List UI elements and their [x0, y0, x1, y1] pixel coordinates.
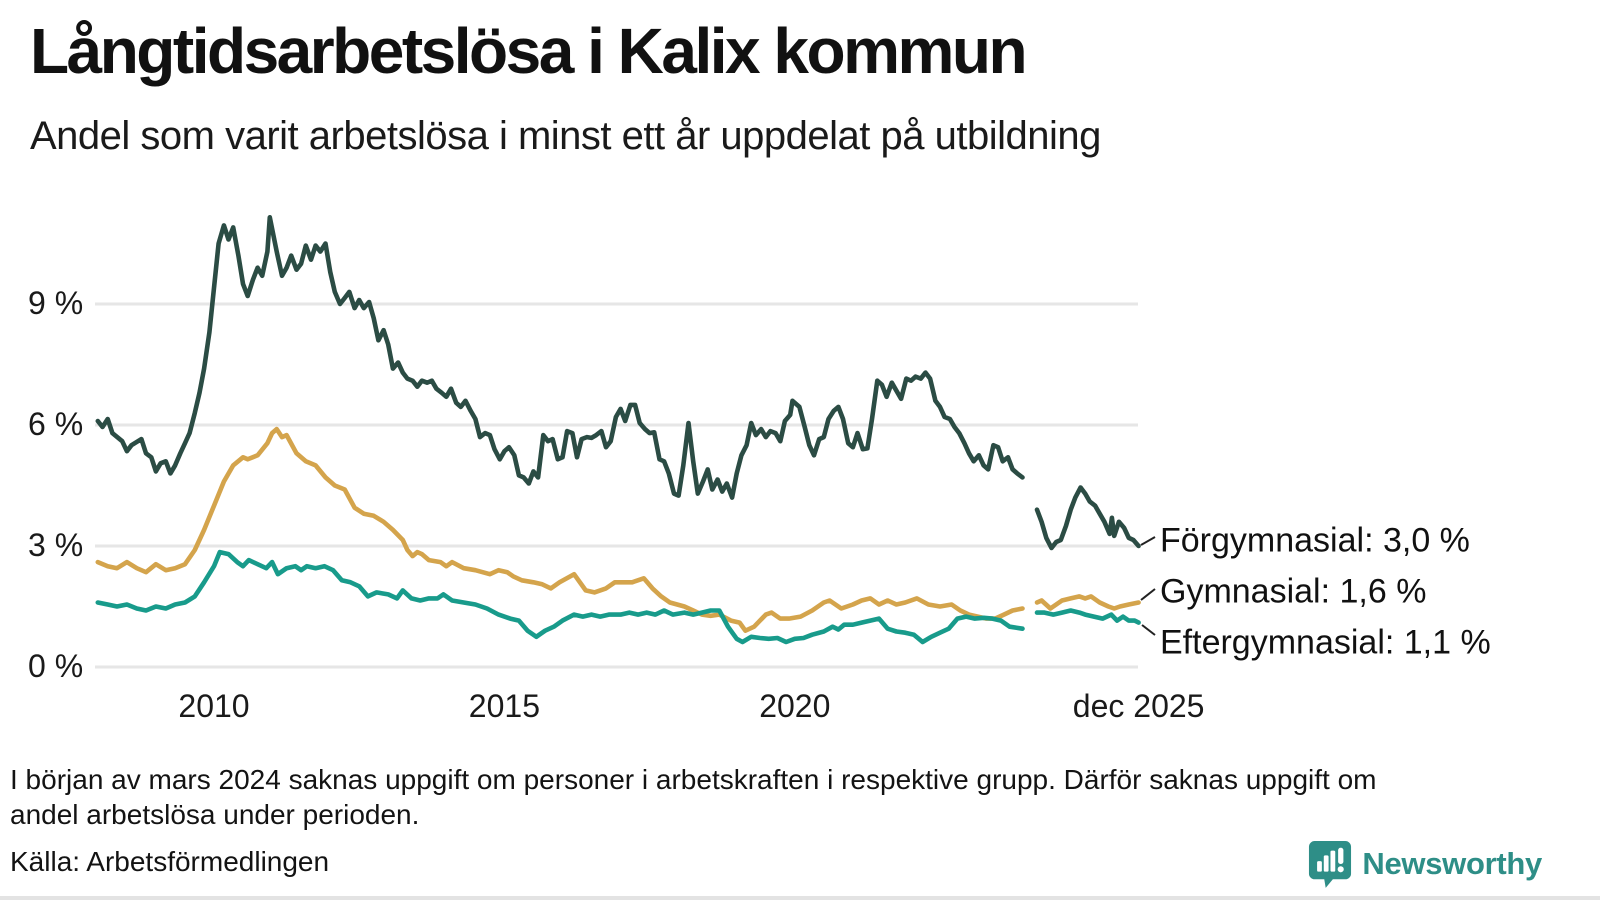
line-gymnasial	[1034, 594, 1141, 611]
footnote-line1: I början av mars 2024 saknas uppgift om …	[10, 764, 1377, 795]
page-title: Långtidsarbetslösa i Kalix kommun	[30, 15, 1028, 87]
source-credit: Källa: Arbetsförmedlingen	[10, 846, 330, 877]
line-eftergymnasial	[1034, 608, 1141, 625]
y-axis-label: 0 %	[28, 647, 84, 684]
chart-plot	[95, 215, 1156, 669]
footnote-line2: andel arbetslösa under perioden.	[10, 799, 420, 830]
newsworthy-logo: Newsworthy	[1308, 840, 1542, 888]
x-axis-label: 2020	[759, 688, 831, 724]
y-axis-label: 3 %	[28, 526, 84, 563]
x-axis-label: dec 2025	[1072, 688, 1205, 724]
y-axis-label: 9 %	[28, 284, 84, 321]
series-label-forgymnasial: Förgymnasial: 3,0 %	[1160, 521, 1470, 560]
newsworthy-bubble-chart-icon	[1308, 840, 1352, 888]
line-gymnasial	[95, 426, 1025, 633]
series-label-eftergymnasial: Eftergymnasial: 1,1 %	[1160, 623, 1491, 662]
x-axis-label: 2010	[178, 688, 250, 724]
newsworthy-wordmark: Newsworthy	[1362, 846, 1542, 881]
label-connectors	[1140, 536, 1156, 636]
x-axis-label: 2015	[468, 688, 540, 724]
connector-forgymnasial	[1140, 536, 1156, 546]
connector-eftergymnasial	[1141, 624, 1156, 636]
line-förgymnasial	[1034, 485, 1141, 551]
series-label-gymnasial: Gymnasial: 1,6 %	[1160, 572, 1427, 611]
connector-gymnasial	[1140, 588, 1156, 601]
series-lines	[95, 215, 1141, 645]
y-axis-label: 6 %	[28, 405, 84, 442]
line-förgymnasial	[95, 215, 1025, 500]
footnote: I början av mars 2024 saknas uppgift om …	[10, 762, 1550, 832]
line-eftergymnasial	[95, 549, 1025, 645]
chart-subtitle: Andel som varit arbetslösa i minst ett å…	[30, 114, 1101, 158]
bottom-divider	[0, 896, 1600, 900]
